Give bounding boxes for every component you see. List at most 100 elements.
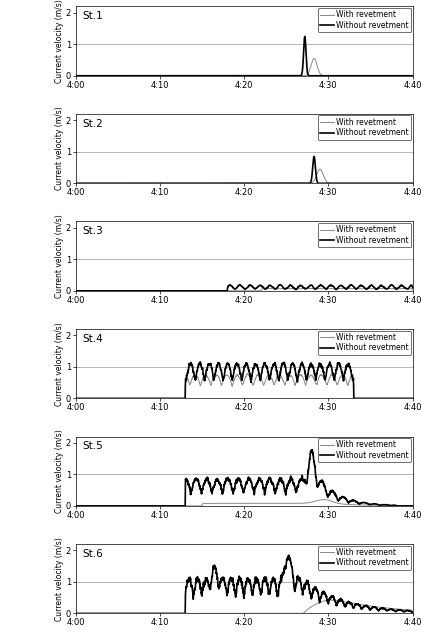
Line: With revetment: With revetment [76,288,413,291]
With revetment [410,394,415,402]
With revetment [383,394,388,402]
With revetment [400,394,405,402]
With revetment [73,287,78,295]
Without revetment [327,358,332,366]
With revetment [318,496,323,504]
Without revetment [383,180,388,187]
Without revetment [73,610,78,617]
Without revetment [73,180,78,187]
With revetment [312,54,317,62]
Without revetment [312,153,317,160]
Without revetment [217,479,222,487]
Y-axis label: Current velocity (m/s): Current velocity (m/s) [55,322,64,406]
Without revetment [318,594,323,601]
Line: Without revetment: Without revetment [76,36,413,76]
Without revetment [73,287,78,295]
With revetment [217,72,222,80]
Legend: With revetment, Without revetment: With revetment, Without revetment [318,546,411,570]
Y-axis label: Current velocity (m/s): Current velocity (m/s) [55,0,64,83]
Without revetment [217,180,222,187]
With revetment [322,496,327,504]
Line: Without revetment: Without revetment [76,362,413,398]
Without revetment [400,72,405,80]
With revetment [383,72,388,80]
Without revetment [215,180,220,187]
Without revetment [400,394,405,402]
With revetment [217,610,222,617]
Without revetment [410,72,415,80]
Text: St.5: St.5 [83,442,103,451]
Y-axis label: Current velocity (m/s): Current velocity (m/s) [55,537,64,620]
Without revetment [410,502,415,510]
With revetment [318,70,323,78]
With revetment [410,72,415,80]
With revetment [318,285,323,293]
With revetment [215,180,220,187]
Line: With revetment: With revetment [76,500,413,506]
Without revetment [215,287,220,295]
Text: St.1: St.1 [83,12,103,21]
With revetment [233,180,238,187]
With revetment [233,610,238,617]
Without revetment [383,394,388,402]
Line: Without revetment: Without revetment [76,285,413,291]
With revetment [217,500,222,507]
Line: Without revetment: Without revetment [76,450,413,506]
With revetment [400,180,405,187]
Y-axis label: Current velocity (m/s): Current velocity (m/s) [55,214,64,298]
Without revetment [410,394,415,402]
Without revetment [410,610,415,617]
Without revetment [400,282,405,289]
With revetment [233,373,238,380]
Text: St.2: St.2 [83,119,103,129]
Without revetment [217,362,222,370]
Without revetment [383,72,388,80]
With revetment [73,394,78,402]
Without revetment [217,580,222,587]
Without revetment [233,180,238,187]
With revetment [410,286,415,293]
Without revetment [233,285,238,293]
With revetment [233,287,238,295]
With revetment [217,180,222,187]
With revetment [233,500,238,507]
Without revetment [318,477,323,484]
Without revetment [233,593,238,601]
With revetment [383,604,388,612]
Without revetment [383,501,388,509]
With revetment [215,72,220,80]
Without revetment [383,285,388,293]
Legend: With revetment, Without revetment: With revetment, Without revetment [318,223,411,247]
With revetment [215,287,220,295]
With revetment [245,370,250,378]
Without revetment [400,607,405,615]
Without revetment [309,446,314,454]
Without revetment [215,363,220,371]
With revetment [215,371,220,379]
Without revetment [73,502,78,510]
With revetment [217,376,222,384]
Legend: With revetment, Without revetment: With revetment, Without revetment [318,8,411,32]
Text: St.4: St.4 [83,334,103,344]
With revetment [410,610,415,617]
Without revetment [215,72,220,80]
Without revetment [318,281,323,289]
Without revetment [318,180,323,187]
Without revetment [217,72,222,80]
Without revetment [277,281,282,289]
With revetment [405,284,410,292]
Without revetment [215,575,220,583]
With revetment [410,180,415,187]
With revetment [73,610,78,617]
With revetment [410,502,415,510]
With revetment [217,287,222,295]
With revetment [318,599,323,606]
With revetment [383,285,388,293]
Without revetment [410,284,415,291]
Without revetment [410,180,415,187]
Without revetment [286,551,291,559]
With revetment [73,72,78,80]
Without revetment [73,394,78,402]
Without revetment [383,606,388,613]
With revetment [215,500,220,507]
